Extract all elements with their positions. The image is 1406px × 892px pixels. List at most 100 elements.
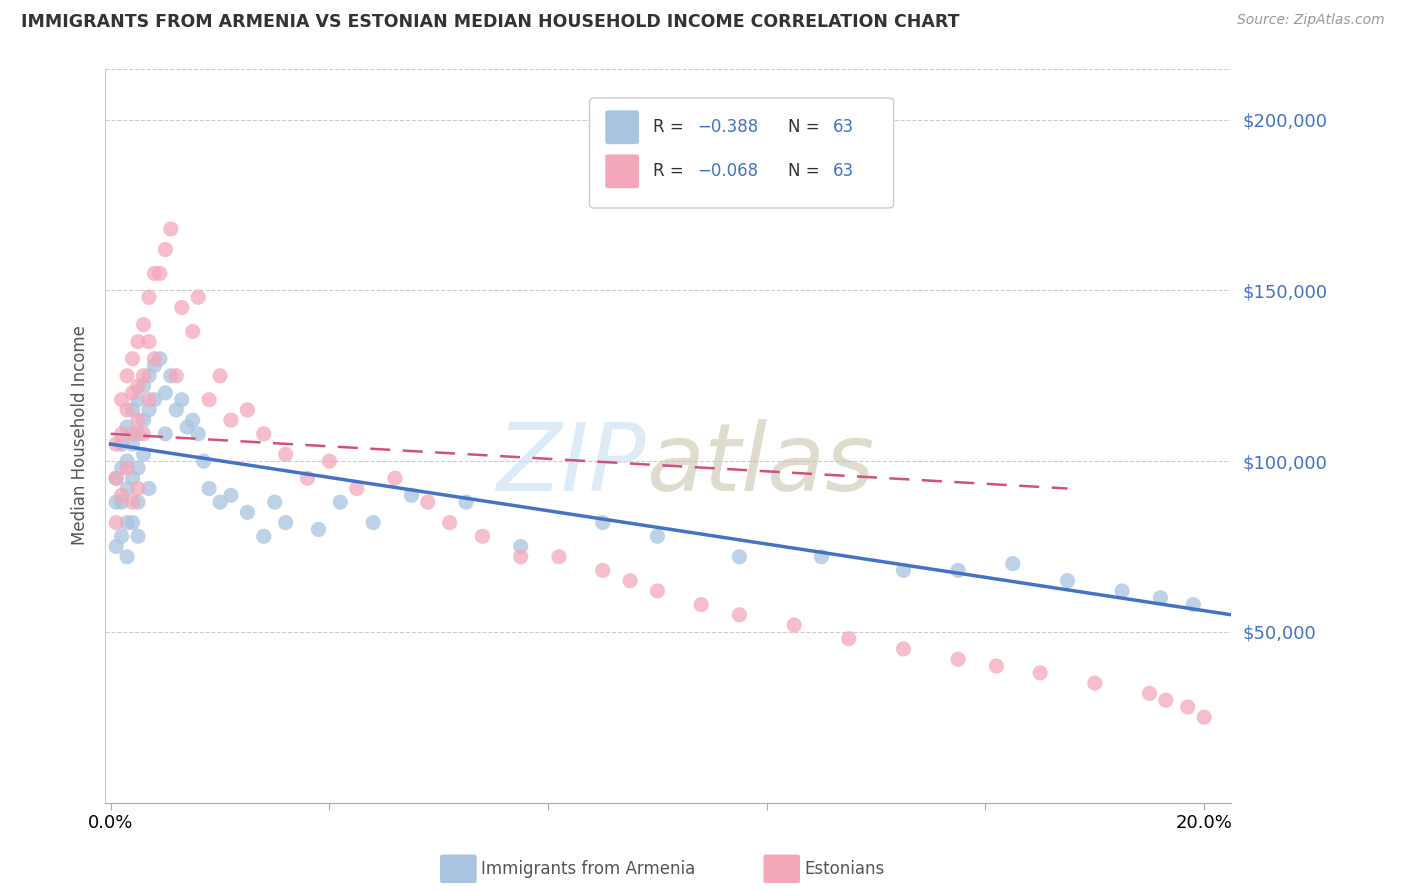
Point (893, 563, 915, 577)
Point (307, 523, 329, 537)
Point (127, 529, 149, 543)
Point (198, 392, 221, 407)
Point (1139, 686, 1161, 700)
Point (105, 437, 128, 451)
Point (187, 290, 209, 304)
FancyBboxPatch shape (589, 98, 894, 208)
Point (127, 495, 149, 509)
Text: Immigrants from Armenia: Immigrants from Armenia (481, 860, 695, 878)
Text: −0.388: −0.388 (697, 119, 759, 136)
Point (208, 368, 231, 383)
Point (159, 368, 181, 383)
Point (159, 222, 181, 236)
Point (439, 516, 461, 530)
Text: Estonians: Estonians (804, 860, 884, 878)
Point (647, 529, 669, 543)
Point (471, 529, 494, 543)
Point (115, 482, 138, 496)
Point (155, 385, 177, 400)
Point (193, 454, 215, 468)
Point (297, 471, 319, 485)
Point (728, 607, 751, 622)
Point (1084, 676, 1107, 690)
Point (138, 290, 160, 304)
Point (219, 413, 242, 427)
Point (115, 516, 138, 530)
Point (170, 301, 193, 315)
FancyBboxPatch shape (605, 154, 640, 188)
Point (127, 413, 149, 427)
Point (110, 437, 132, 451)
Y-axis label: Median Household Income: Median Household Income (72, 326, 89, 546)
Point (149, 351, 172, 366)
Point (1056, 574, 1078, 588)
Point (110, 461, 132, 475)
Point (728, 549, 751, 564)
Point (138, 482, 160, 496)
FancyBboxPatch shape (605, 111, 640, 145)
Point (132, 447, 155, 461)
Point (132, 413, 155, 427)
Point (236, 403, 259, 417)
Text: N =: N = (787, 119, 824, 136)
Point (121, 385, 143, 400)
Point (115, 454, 138, 468)
Point (176, 420, 198, 434)
Point (647, 583, 669, 598)
Point (416, 495, 439, 509)
Point (592, 516, 614, 530)
Point (105, 471, 128, 485)
Point (361, 516, 384, 530)
Point (110, 488, 132, 502)
Point (946, 652, 969, 666)
Text: ZIP: ZIP (496, 419, 645, 510)
Point (132, 318, 155, 332)
Text: R =: R = (652, 162, 689, 180)
Point (810, 549, 832, 564)
Text: 63: 63 (832, 119, 853, 136)
Point (143, 359, 166, 373)
Point (1001, 557, 1024, 571)
Point (155, 426, 177, 441)
Point (236, 505, 259, 519)
Point (181, 413, 204, 427)
Point (121, 403, 143, 417)
Point (165, 403, 187, 417)
Point (127, 461, 149, 475)
Point (121, 516, 143, 530)
Point (132, 379, 155, 393)
Point (187, 426, 209, 441)
Point (253, 529, 276, 543)
Point (121, 495, 143, 509)
Point (143, 351, 166, 366)
Point (110, 529, 132, 543)
Point (690, 598, 713, 612)
Point (1029, 665, 1052, 680)
Point (274, 516, 297, 530)
Point (110, 392, 132, 407)
Point (1177, 700, 1199, 714)
Point (384, 471, 406, 485)
Point (121, 426, 143, 441)
Point (138, 403, 160, 417)
Point (208, 495, 231, 509)
Point (115, 461, 138, 475)
Point (198, 482, 221, 496)
Point (105, 471, 128, 485)
Point (1154, 693, 1177, 707)
Point (110, 426, 132, 441)
Point (121, 471, 143, 485)
Point (346, 482, 368, 496)
Point (838, 632, 860, 646)
Text: R =: R = (652, 119, 689, 136)
Point (155, 243, 177, 257)
Point (509, 540, 531, 554)
Text: 63: 63 (832, 162, 853, 180)
Point (115, 368, 138, 383)
Point (127, 379, 149, 393)
Point (115, 549, 138, 564)
Point (548, 549, 571, 564)
Point (274, 447, 297, 461)
Point (143, 266, 166, 280)
Point (105, 540, 128, 554)
